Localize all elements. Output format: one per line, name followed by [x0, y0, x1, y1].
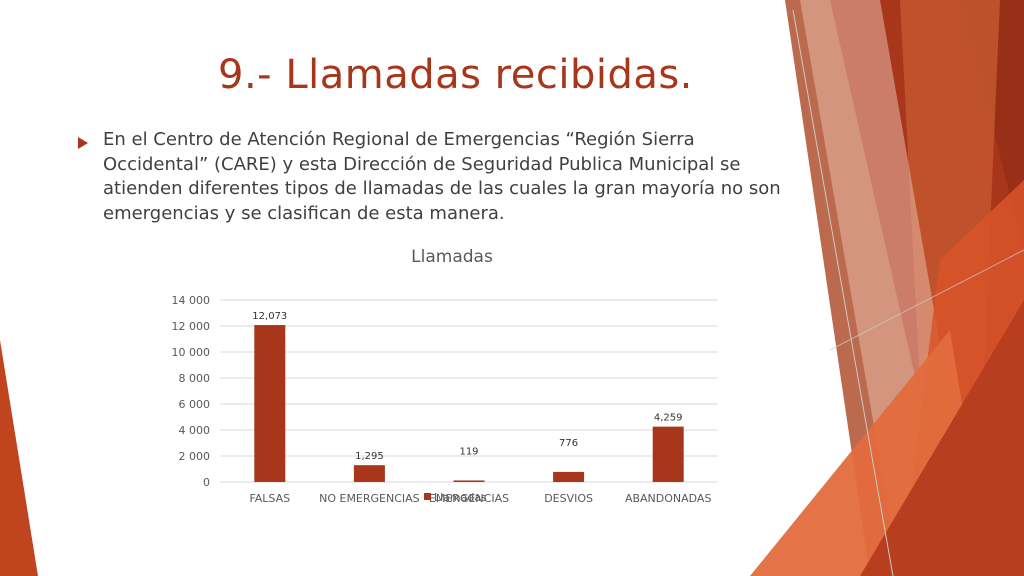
legend: Llamadas: [424, 491, 487, 504]
slide-title: 9.- Llamadas recibidas.: [218, 52, 693, 98]
y-tick-label: 8 000: [179, 372, 211, 385]
x-category-label: ABANDONADAS: [625, 492, 712, 505]
bar: [652, 426, 684, 482]
legend-label: Llamadas: [434, 491, 487, 504]
bullet-arrow-icon: [78, 137, 88, 149]
x-category-label: NO EMERGENCIAS: [319, 492, 420, 505]
bar: [353, 465, 385, 482]
x-axis-categories: FALSAS NO EMERGENCIAS EMERGENCIAS DESVIOS AB…: [249, 492, 711, 505]
bar: [553, 471, 585, 482]
y-tick-label: 10 000: [172, 346, 211, 359]
y-tick-label: 14 000: [172, 294, 211, 307]
bar: [254, 325, 286, 482]
data-label: 4,259: [654, 413, 683, 424]
legend-swatch: [424, 493, 431, 500]
y-axis-ticks: 0 2 000 4 000 6 000 8 000 10 000 12 000 14 000: [172, 294, 211, 489]
data-label: 1,295: [355, 451, 384, 462]
data-label: 776: [559, 438, 578, 449]
gridlines: [220, 299, 718, 483]
y-tick-label: 12 000: [172, 320, 211, 333]
x-category-label: DESVIOS: [544, 492, 593, 505]
bar: [453, 480, 485, 482]
x-category-label: EMERGENCIAS: [429, 492, 509, 505]
data-labels: 12,073 1,295 119 776 4,259: [252, 311, 682, 462]
bars: [254, 325, 684, 482]
chart-title: Llamadas: [411, 247, 493, 267]
bullet-text: En el Centro de Atención Regional de Eme…: [103, 129, 781, 224]
y-tick-label: 0: [203, 476, 210, 489]
data-label: 119: [459, 446, 478, 457]
x-category-label: FALSAS: [249, 492, 290, 505]
data-label: 12,073: [252, 311, 287, 322]
y-tick-label: 2 000: [179, 450, 211, 463]
y-tick-label: 4 000: [179, 424, 211, 437]
y-tick-label: 6 000: [179, 398, 211, 411]
bar-chart: Llamadas 0 2 000 4 000 6 000 8 000 10 000 12 0…: [172, 247, 718, 505]
